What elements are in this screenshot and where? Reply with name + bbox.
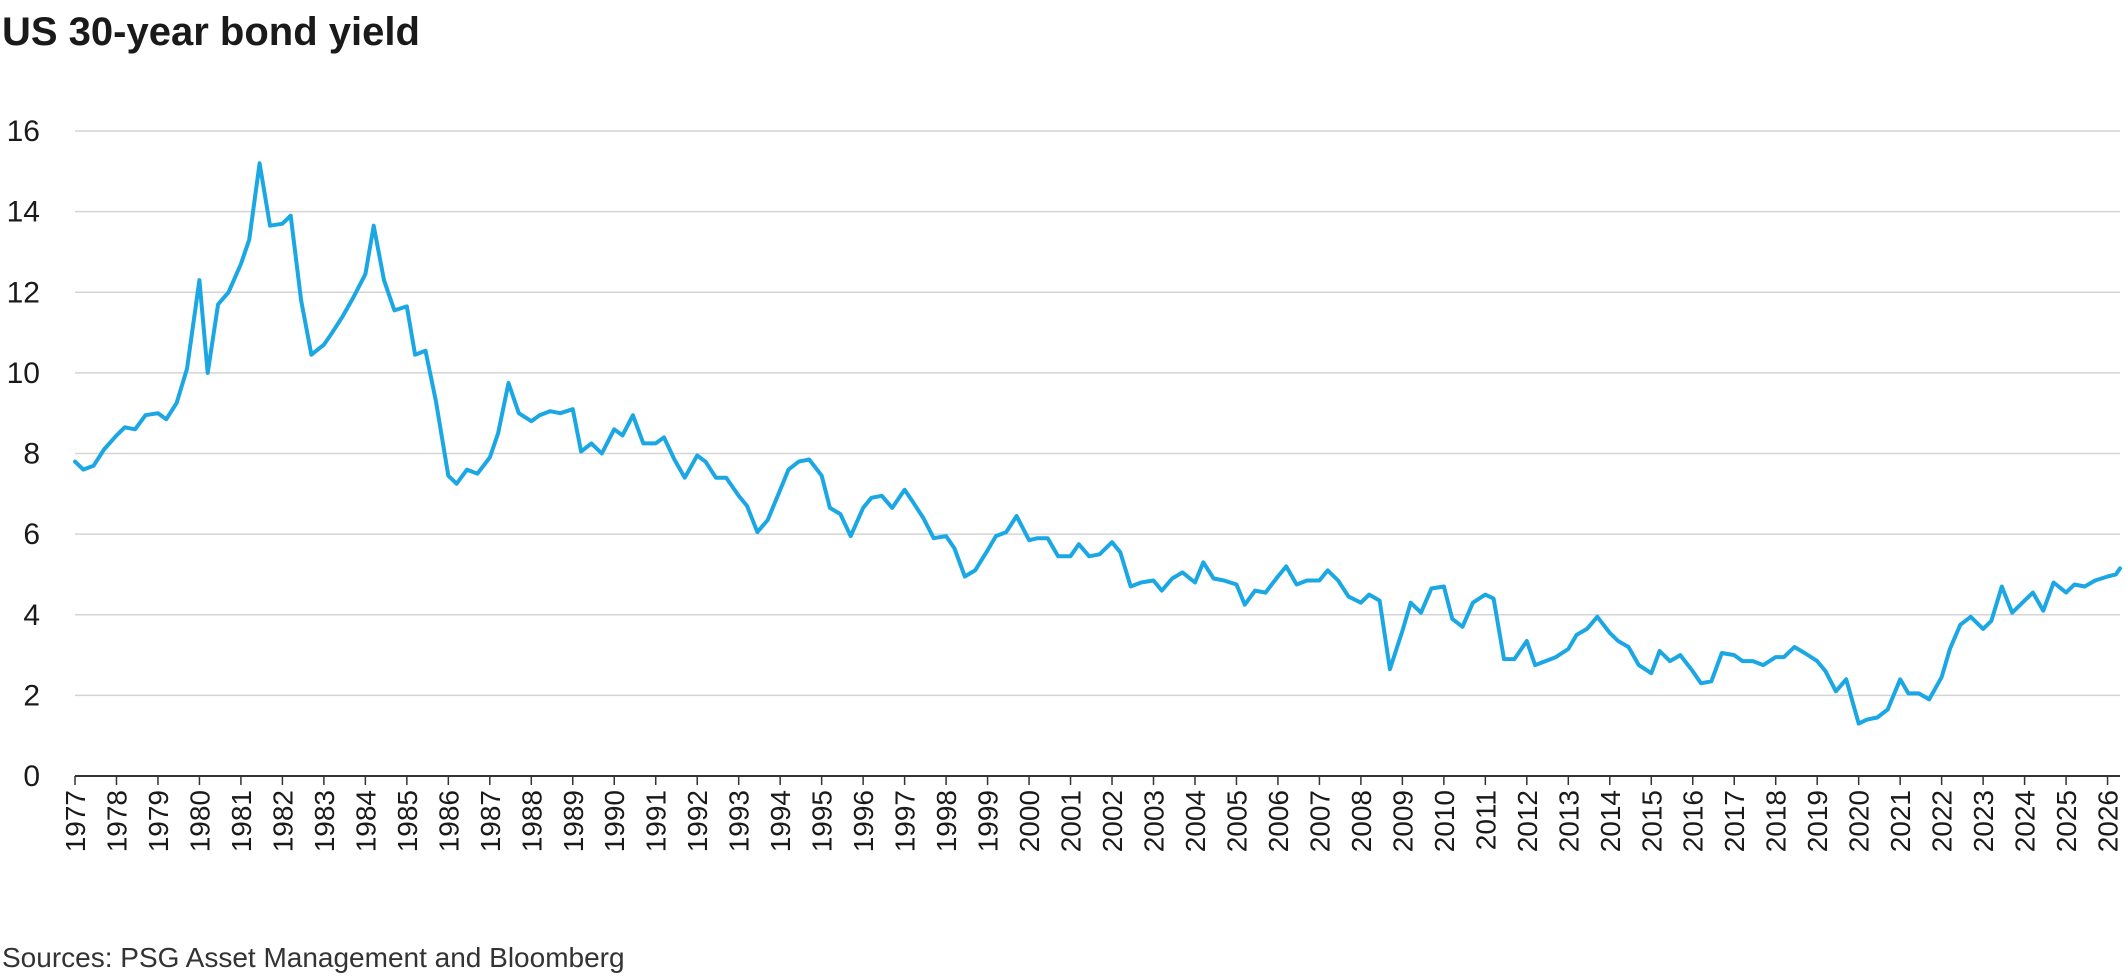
x-tick-label: 2016	[1678, 790, 1709, 852]
x-tick-label: 1990	[599, 790, 630, 852]
y-tick-label: 16	[7, 115, 40, 148]
y-tick-label: 12	[7, 276, 40, 309]
y-tick-label: 14	[7, 196, 40, 229]
x-tick-label: 1977	[60, 790, 91, 852]
x-tick-label: 2013	[1553, 790, 1584, 852]
x-tick-label: 1991	[641, 790, 672, 852]
x-tick-label: 2018	[1761, 790, 1792, 852]
x-tick-label: 2010	[1429, 790, 1460, 852]
x-tick-label: 1986	[433, 790, 464, 852]
x-tick-label: 1987	[475, 790, 506, 852]
x-tick-label: 1982	[267, 790, 298, 852]
gridlines	[75, 130, 2120, 697]
x-tick-label: 1997	[890, 790, 921, 852]
x-tick-label: 2007	[1304, 790, 1335, 852]
x-tick-label: 2003	[1138, 790, 1169, 852]
x-tick-label: 2004	[1180, 790, 1211, 852]
chart-area: 0 2 4 6 8 10 12 14 16 1977 1978 1979 1980 1981 1982 19…	[0, 100, 2126, 920]
x-tick-label: 2011	[1470, 790, 1501, 850]
x-tick-label: 2024	[2010, 790, 2041, 852]
x-tick-label: 1983	[309, 790, 340, 852]
x-tick-label: 2026	[2093, 790, 2124, 852]
x-tick-label: 1992	[682, 790, 713, 852]
x-tick-label: 1994	[765, 790, 796, 852]
x-tick-label: 2002	[1097, 790, 1128, 852]
x-tick-label: 1995	[807, 790, 838, 852]
x-tick-label: 1989	[558, 790, 589, 852]
x-tick-label: 2008	[1346, 790, 1377, 852]
x-tick-label: 1998	[931, 790, 962, 852]
chart-title: US 30-year bond yield	[2, 10, 420, 54]
y-tick-label: 6	[23, 518, 40, 551]
x-tick-label: 1993	[724, 790, 755, 852]
x-axis-ticks: 1977 1978 1979 1980 1981 1982 1983 1984 1985 1986…	[60, 776, 2124, 852]
x-tick-label: 2000	[1014, 790, 1045, 852]
x-tick-label: 1981	[226, 790, 257, 852]
x-tick-label: 2001	[1056, 790, 1087, 852]
x-tick-label: 2021	[1885, 790, 1916, 852]
x-tick-label: 1996	[848, 790, 879, 852]
x-tick-label: 2020	[1844, 790, 1875, 852]
x-tick-label: 2014	[1595, 790, 1626, 852]
source-note: Sources: PSG Asset Management and Bloomb…	[2, 942, 625, 973]
x-tick-label: 1984	[350, 790, 381, 852]
y-tick-label: 0	[23, 760, 40, 793]
y-tick-label: 4	[23, 599, 40, 632]
x-tick-label: 1978	[101, 790, 132, 852]
x-tick-label: 2012	[1512, 790, 1543, 852]
x-tick-label: 2017	[1719, 790, 1750, 852]
x-tick-label: 2022	[1927, 790, 1958, 852]
x-tick-label: 2025	[2051, 790, 2082, 852]
series-layer	[73, 161, 2122, 726]
x-tick-label: 1985	[392, 790, 423, 852]
x-tick-label: 2005	[1221, 790, 1252, 852]
x-tick-label: 2019	[1802, 790, 1833, 852]
y-tick-label: 8	[23, 438, 40, 471]
x-tick-label: 2015	[1636, 790, 1667, 852]
x-tick-label: 1999	[973, 790, 1004, 852]
series-line-yield	[73, 161, 2122, 726]
x-tick-label: 2023	[1968, 790, 1999, 852]
y-axis-ticks: 0 2 4 6 8 10 12 14 16	[7, 115, 40, 793]
x-tick-label: 2006	[1263, 790, 1294, 852]
x-tick-label: 1980	[184, 790, 215, 852]
x-tick-label: 1979	[143, 790, 174, 852]
x-tick-label: 1988	[516, 790, 547, 852]
y-tick-label: 10	[7, 357, 40, 390]
y-tick-label: 2	[23, 679, 40, 712]
x-tick-label: 2009	[1387, 790, 1418, 852]
